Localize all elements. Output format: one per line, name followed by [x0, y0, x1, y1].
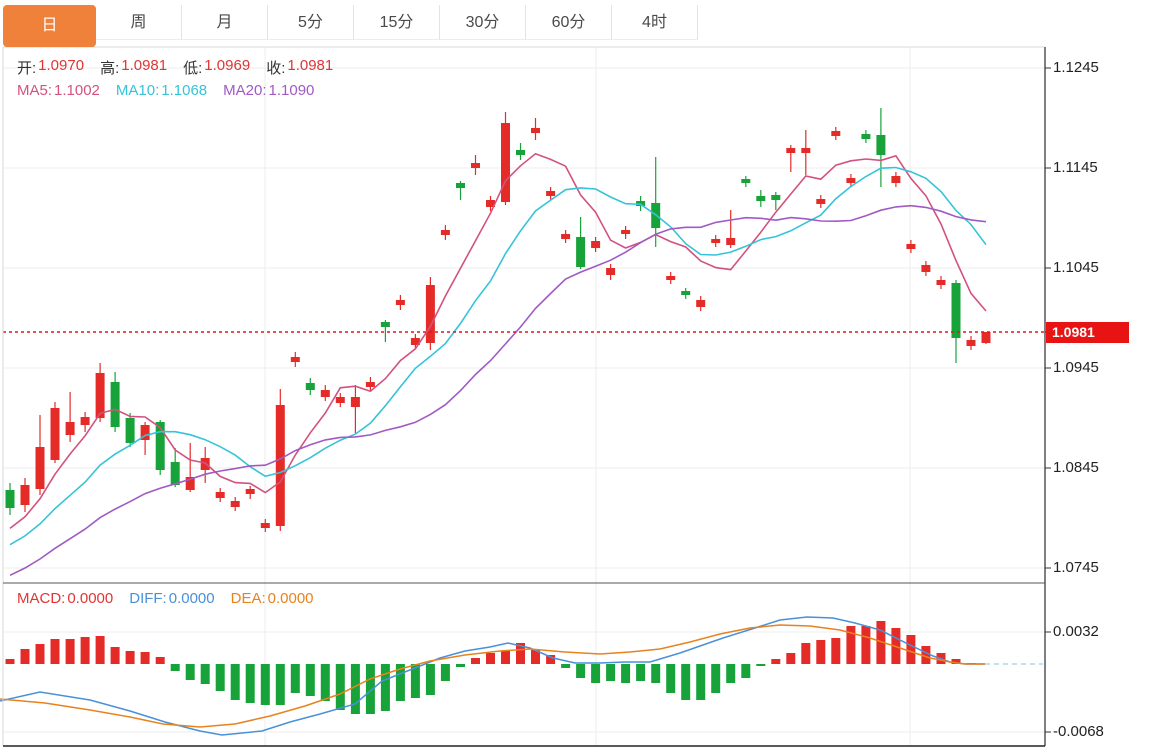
tab-15min[interactable]: 15分 — [354, 5, 440, 40]
timeframe-tabbar: 日 周 月 5分 15分 30分 60分 4时 — [3, 5, 698, 47]
macd-axis-tick-label: -0.0068 — [1053, 723, 1104, 740]
dea-label: DEA: — [230, 590, 266, 607]
open-value: 1.0970 — [38, 57, 85, 74]
axis-tick-label: 1.1045 — [1053, 259, 1099, 276]
tab-month[interactable]: 月 — [182, 5, 268, 40]
kline-chart[interactable] — [3, 47, 1045, 746]
tab-4hour[interactable]: 4时 — [612, 5, 698, 40]
tab-week[interactable]: 周 — [96, 5, 182, 40]
ohlc-readout: 开: 1.0970 高: 1.0981 低: 1.0969 收: 1.0981 — [17, 57, 333, 78]
axis-tick-label: 1.0845 — [1053, 459, 1099, 476]
open-label: 开: — [17, 60, 37, 77]
tab-day[interactable]: 日 — [3, 5, 96, 47]
high-label: 高: — [100, 60, 120, 77]
low-value: 1.0969 — [204, 57, 251, 74]
dea-value: 0.0000 — [267, 590, 314, 607]
tab-60min[interactable]: 60分 — [526, 5, 612, 40]
axis-tick-label: 1.1145 — [1053, 159, 1098, 176]
high-value: 1.0981 — [121, 57, 168, 74]
tab-5min[interactable]: 5分 — [268, 5, 354, 40]
ma10-value: 1.1068 — [161, 82, 208, 99]
low-label: 低: — [183, 60, 203, 77]
close-value: 1.0981 — [287, 57, 334, 74]
axis-tick-label: 1.0945 — [1053, 359, 1099, 376]
ma20-label: MA20: — [223, 82, 267, 99]
ma10-label: MA10: — [115, 82, 160, 99]
macd-value: 0.0000 — [67, 590, 114, 607]
last-price-tag: 1.0981 — [1046, 321, 1129, 343]
ma20-value: 1.1090 — [268, 82, 315, 99]
ma5-label: MA5: — [17, 82, 53, 99]
macd-label: MACD: — [17, 590, 66, 607]
tab-30min[interactable]: 30分 — [440, 5, 526, 40]
axis-tick-label: 1.0745 — [1053, 559, 1099, 576]
ma5-value: 1.1002 — [54, 82, 100, 99]
diff-value: 0.0000 — [168, 590, 215, 607]
ma-readout: MA5: 1.1002 MA10: 1.1068 MA20: 1.1090 — [17, 82, 314, 99]
macd-readout: MACD: 0.0000 DIFF: 0.0000 DEA: 0.0000 — [17, 590, 314, 607]
diff-label: DIFF: — [129, 590, 167, 607]
macd-axis-tick-label: 0.0032 — [1053, 623, 1099, 640]
axis-tick-label: 1.1245 — [1053, 59, 1099, 76]
close-label: 收: — [266, 60, 286, 77]
